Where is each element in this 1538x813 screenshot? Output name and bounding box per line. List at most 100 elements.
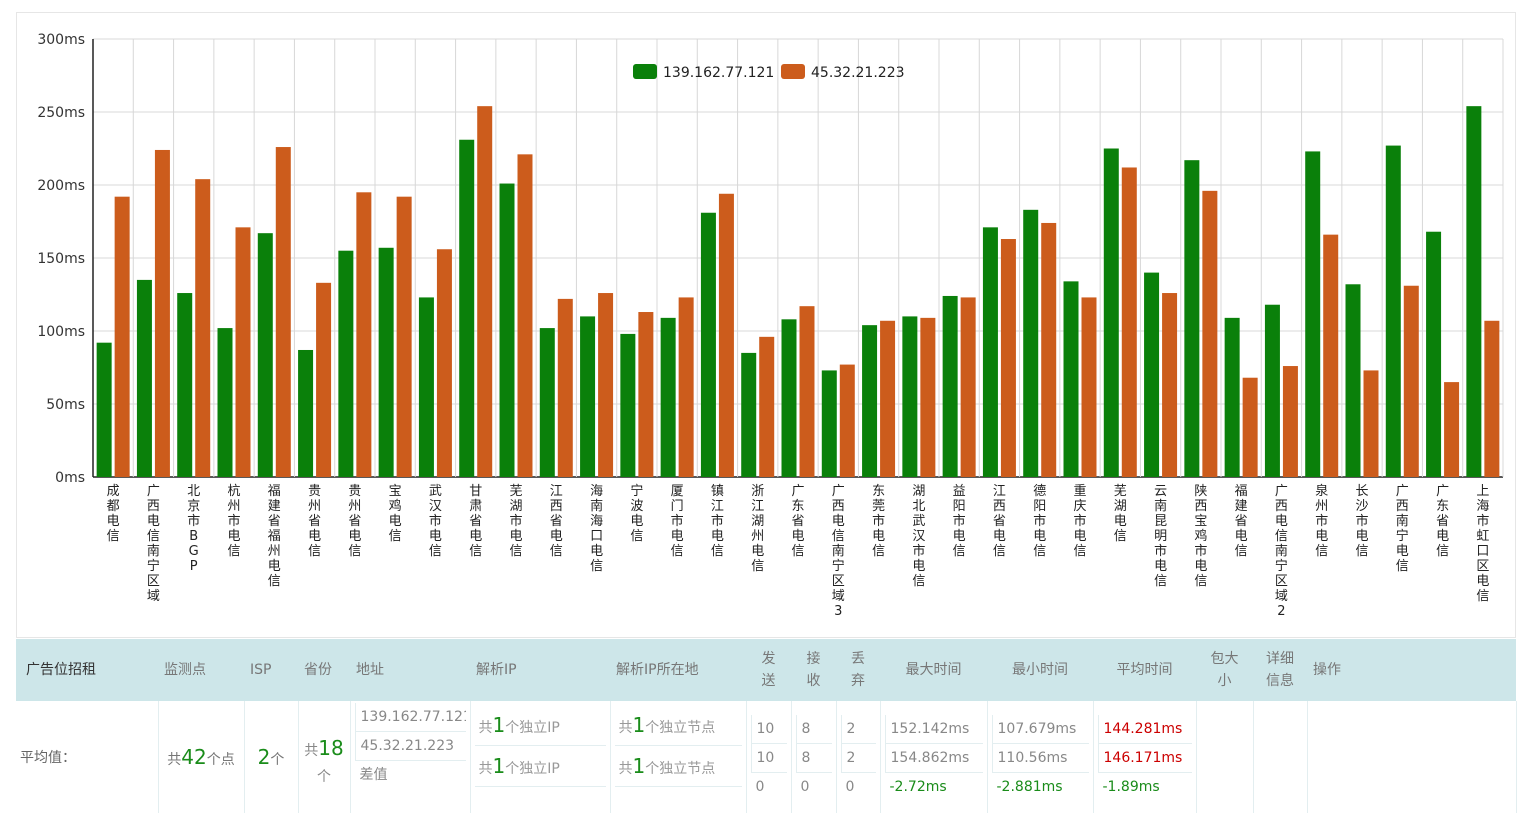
bar-series1 (781, 319, 797, 477)
table-header-row: 广告位招租 监测点 ISP 省份 地址 解析IP 解析IP所在地 发送 接收 丢… (16, 639, 1516, 701)
x-tick-label: 贵州省电信 (348, 484, 361, 559)
send-2: 10 (750, 744, 787, 773)
recv-1: 8 (795, 715, 832, 744)
bar-series1 (982, 227, 998, 477)
province-count-cell: 共18 个 (298, 701, 351, 813)
address-cell: 139.162.77.121 45.32.21.223 差值 (350, 701, 471, 813)
x-tick-label: 益阳市电信 (953, 484, 966, 559)
header-max: 最大时间 (880, 639, 987, 701)
resolved-location-stack: 共1个独立节点 共1个独立节点 (611, 701, 746, 787)
x-tick-label: 泉州市电信 (1315, 483, 1328, 559)
bar-series1 (902, 316, 918, 477)
bar-series2 (920, 317, 936, 477)
bar-series1 (459, 139, 475, 477)
recv-diff: 0 (800, 779, 810, 795)
min-diff: -2.881ms (996, 779, 1063, 795)
bar-series2 (275, 147, 291, 478)
bar-series2 (1403, 285, 1419, 477)
bar-series2 (1282, 366, 1298, 477)
node-count-cell: 共42个点 (158, 701, 245, 813)
min-1: 107.679ms (991, 715, 1089, 744)
stats-table: 广告位招租 监测点 ISP 省份 地址 解析IP 解析IP所在地 发送 接收 丢… (16, 639, 1517, 813)
bar-series2 (517, 154, 533, 477)
resolved-ip-line-2: 共1个独立IP (474, 746, 606, 787)
bar-series1 (338, 250, 354, 477)
average-label: 平均值： (16, 701, 159, 813)
bar-series1 (700, 212, 716, 478)
resolved-ip-cell: 共1个独立IP 共1个独立IP (470, 701, 611, 813)
bar-series1 (177, 293, 193, 477)
bar-series1 (1224, 317, 1240, 477)
bar-series1 (1184, 160, 1200, 477)
resolved-loc-2-prefix: 共 (618, 761, 633, 777)
bar-series1 (1264, 304, 1280, 477)
x-tick-label: 广东省电信 (791, 484, 804, 559)
bar-series1 (660, 317, 676, 477)
bar-series2 (1363, 370, 1379, 477)
x-tick-label: 东莞市电信 (872, 484, 885, 559)
bar-series1 (580, 316, 596, 477)
max-1: 152.142ms (884, 715, 983, 744)
header-loss: 丢弃 (836, 639, 880, 701)
x-tick-label: 江西省电信 (550, 484, 563, 559)
bar-series2 (1202, 190, 1218, 477)
header-ops: 操作 (1307, 639, 1516, 701)
header-ad-slot[interactable]: 广告位招租 (16, 639, 158, 701)
packet-size-cell (1196, 701, 1254, 813)
bar-series1 (96, 342, 112, 477)
bar-series2 (316, 282, 332, 477)
header-detail: 详细信息 (1253, 639, 1307, 701)
bar-series1 (378, 247, 394, 477)
isp-count: 2 (257, 745, 271, 769)
x-tick-label: 芜湖市电信 (509, 484, 522, 559)
bar-series2 (880, 320, 896, 477)
x-tick-label: 广西电信南宁区域 3 (832, 484, 845, 619)
x-tick-label: 福建省电信 (1235, 484, 1248, 559)
x-tick-label: 福建省福州电信 (268, 484, 281, 589)
bar-series2 (114, 196, 130, 477)
bar-series1 (257, 233, 273, 477)
x-tick-label: 陕西宝鸡市电信 (1194, 484, 1207, 589)
x-tick-label: 长沙市电信 (1355, 484, 1368, 559)
bar-series2 (396, 196, 412, 477)
x-tick-label: 广东省电信 (1436, 484, 1449, 559)
x-tick-label: 广西南宁电信 (1396, 484, 1409, 574)
bar-series1 (539, 328, 555, 477)
min-time-cell: 107.679ms 110.56ms -2.881ms (987, 701, 1094, 813)
bar-series1 (862, 325, 878, 477)
bar-series2 (759, 336, 775, 477)
resolved-ip-2-prefix: 共 (478, 761, 493, 777)
x-tick-label: 云南昆明市电信 (1154, 484, 1167, 589)
node-count: 42 (181, 745, 207, 769)
bar-series1 (1345, 284, 1361, 477)
header-packet-text: 包大小 (1210, 651, 1239, 689)
legend-label: 139.162.77.121 (663, 65, 774, 81)
avg-time-cell: 144.281ms 146.171ms -1.89ms (1093, 701, 1197, 813)
bar-series1 (1426, 231, 1442, 477)
bar-series2 (154, 149, 170, 477)
resolved-ip-1-suffix: 个独立IP (505, 720, 560, 736)
header-send: 发送 (746, 639, 791, 701)
avg-2: 146.171ms (1097, 744, 1192, 773)
loss-1: 2 (840, 715, 876, 744)
bar-series2 (1000, 239, 1016, 477)
bar-series1 (1385, 145, 1401, 477)
resolved-loc-line-1: 共1个独立节点 (614, 705, 742, 746)
bar-series2 (1484, 320, 1500, 477)
isp-suffix: 个 (270, 752, 285, 768)
bar-series1 (499, 183, 515, 478)
bar-series2 (195, 179, 211, 477)
bar-series1 (1466, 106, 1482, 477)
max-time-cell: 152.142ms 154.862ms -2.72ms (880, 701, 988, 813)
bar-series2 (960, 297, 976, 477)
bar-series2 (1162, 293, 1178, 477)
bar-series2 (678, 297, 694, 477)
x-tick-label: 重庆市电信 (1073, 483, 1086, 559)
header-detail-text: 详细信息 (1266, 651, 1294, 689)
bar-series2 (477, 106, 493, 477)
x-tick-label: 成都电信 (107, 484, 120, 544)
legend-label: 45.32.21.223 (811, 65, 905, 81)
province-count-wrap: 共18 个 (299, 701, 350, 790)
resolved-loc-1-num: 1 (632, 713, 646, 737)
bar-series1 (1144, 272, 1160, 477)
